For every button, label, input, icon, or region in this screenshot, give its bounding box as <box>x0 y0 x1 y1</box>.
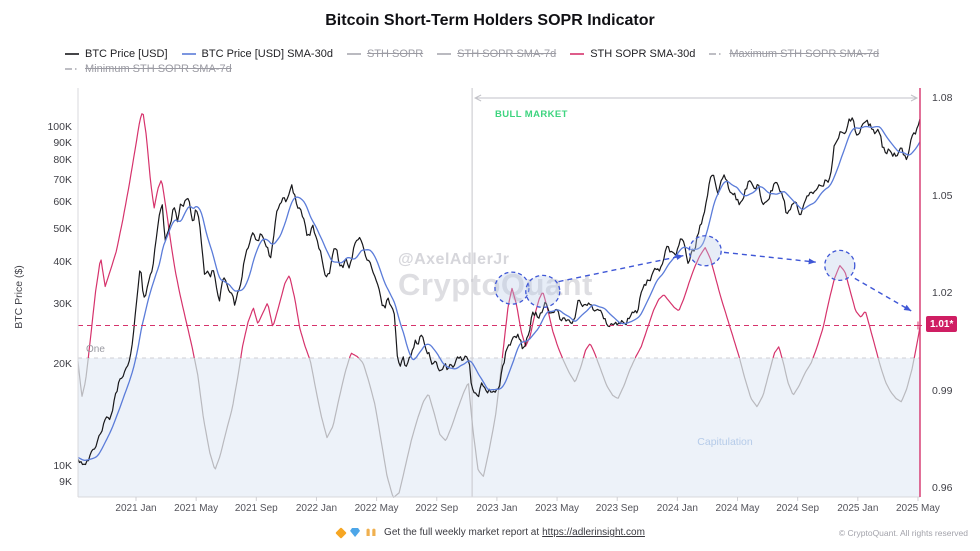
y-right-tick-label: 1.08 <box>932 92 953 104</box>
x-tick-label: 2023 Sep <box>595 503 639 514</box>
annotation-circle <box>688 235 722 267</box>
sopr-line-above-one <box>634 247 741 359</box>
y-left-tick-label: 90K <box>53 136 72 149</box>
sopr-line-below-one <box>781 357 814 396</box>
legend-item-label: STH SOPR SMA-7d <box>457 48 557 60</box>
arrow-right-head <box>910 94 919 102</box>
legend-row: BTC Price [USD] BTC Price [USD] SMA-30d … <box>64 48 926 60</box>
bull-market-label: BULL MARKET <box>495 109 568 120</box>
legend-marker <box>346 53 361 55</box>
x-tick-label: 2022 May <box>354 503 399 514</box>
sopr-line-below-one <box>595 357 636 399</box>
sopr-line-above-one <box>812 265 879 359</box>
trend-arrow-head <box>903 304 912 311</box>
legend-item[interactable]: BTC Price [USD] SMA-30d <box>181 48 333 60</box>
y-right-tick-label: 0.96 <box>932 482 953 494</box>
x-tick-label: 2025 Jan <box>837 503 879 514</box>
legend-item-label: STH SOPR <box>366 48 424 60</box>
y-left-tick-label: 40K <box>53 255 72 268</box>
sopr-line-above-one <box>772 346 783 359</box>
y-left-tick-label: 9K <box>59 475 72 488</box>
x-tick-label: 2024 Sep <box>776 503 820 514</box>
trend-arrow <box>558 254 684 283</box>
sopr-line-below-one <box>561 357 584 383</box>
x-tick-label: 2024 Jan <box>656 503 698 514</box>
legend-item[interactable]: STH SOPR SMA-30d <box>569 48 695 60</box>
y-left-tick-label: 20K <box>53 357 72 370</box>
btc-sma-line <box>77 125 921 461</box>
y-right-tick-label: 1.05 <box>932 189 953 202</box>
x-tick-label: 2021 Sep <box>234 503 278 514</box>
x-tick-label: 2021 May <box>174 503 219 514</box>
sopr-line-above-one <box>582 343 598 359</box>
sopr-line-below-one <box>308 357 351 439</box>
footer-promo-text: Get the full weekly market report at <box>384 527 540 538</box>
current-value-badge: 1.01* <box>926 316 958 332</box>
x-tick-label: 2024 May <box>715 503 760 514</box>
legend: BTC Price [USD] BTC Price [USD] SMA-30d … <box>64 48 926 78</box>
sopr-line-below-one <box>877 357 915 403</box>
annotation-circle <box>494 271 530 305</box>
y-left-tick-label: 10K <box>53 460 72 472</box>
current-value-marker <box>914 321 922 330</box>
legend-marker <box>181 53 196 55</box>
sopr-line-above-one <box>348 352 360 359</box>
legend-marker <box>709 53 724 55</box>
chart-title: Bitcoin Short-Term Holders SOPR Indicato… <box>325 12 655 29</box>
x-tick-label: 2025 May <box>896 503 940 514</box>
legend-item-label: BTC Price [USD] SMA-30d <box>201 48 333 60</box>
legend-marker <box>65 68 79 70</box>
sopr-line-above-one <box>240 275 310 359</box>
arrow-left-head <box>473 94 482 102</box>
y-left-tick-label: 80K <box>53 153 72 166</box>
legend-item-label: STH SOPR SMA-30d <box>590 48 696 60</box>
copyright: © CryptoQuant. All rights reserved <box>838 528 968 538</box>
legend-item-label: BTC Price [USD] <box>85 48 168 60</box>
annotation-circle <box>824 249 856 282</box>
legend-item-label: Maximum STH SOPR SMA-7d <box>729 48 880 60</box>
trend-arrow-head <box>808 258 816 265</box>
trend-arrow <box>854 277 912 312</box>
legend-item[interactable]: STH SOPR SMA-7d <box>436 48 556 60</box>
trend-arrow-head <box>675 254 684 260</box>
btc-price-line <box>77 117 921 466</box>
legend-item[interactable]: Maximum STH SOPR SMA-7d <box>708 48 879 60</box>
footer-report-link: Get the full weekly market report at htt… <box>0 526 980 539</box>
legend-item[interactable]: Minimum STH SOPR SMA-7d <box>64 63 232 75</box>
report-link[interactable]: https://adlerinsight.com <box>542 527 645 538</box>
x-tick-label: 2021 Jan <box>115 503 157 514</box>
blue-gem-icon <box>350 528 361 537</box>
sopr-line-below-one <box>193 357 242 470</box>
trend-arrow <box>723 251 816 263</box>
x-tick-label: 2023 Jan <box>476 503 518 514</box>
y-left-tick-label: 50K <box>53 223 72 236</box>
legend-item[interactable]: BTC Price [USD] <box>64 48 168 60</box>
legend-item-label: Minimum STH SOPR SMA-7d <box>85 63 232 75</box>
sopr-line-below-one <box>738 357 774 408</box>
below-one-shading <box>78 358 920 497</box>
legend-item[interactable]: STH SOPR <box>346 48 423 60</box>
y-left-tick-label: 60K <box>53 196 72 209</box>
sopr-line-below-one <box>77 357 89 397</box>
sopr-line-above-one <box>913 325 921 359</box>
legend-marker <box>437 53 452 55</box>
y-right-tick-label: 1.02 <box>932 287 953 299</box>
y-left-tick-label: 30K <box>53 298 72 311</box>
y-left-tick-label: 100K <box>47 121 72 133</box>
legend-marker <box>570 53 585 55</box>
orange-diamond-icon <box>335 526 347 539</box>
y-right-tick-label: 0.99 <box>932 384 953 397</box>
sopr-line-above-one <box>87 113 195 359</box>
raised-hands-icon <box>365 526 377 539</box>
x-tick-label: 2022 Sep <box>415 503 459 514</box>
annotation-circle <box>525 274 561 309</box>
legend-marker <box>65 53 79 55</box>
x-tick-label: 2022 Jan <box>295 503 338 514</box>
legend-row: Minimum STH SOPR SMA-7d <box>64 63 926 75</box>
y-left-tick-label: 70K <box>53 173 72 186</box>
x-tick-label: 2023 May <box>535 503 580 514</box>
sopr-line-below-one <box>358 357 503 498</box>
